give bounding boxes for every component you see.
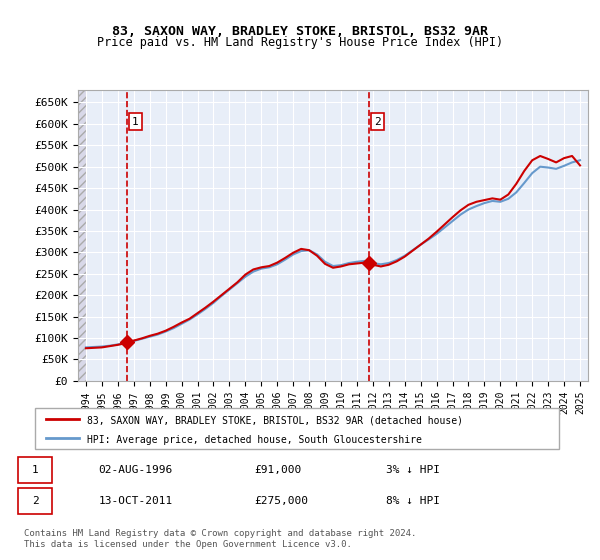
Text: Contains HM Land Registry data © Crown copyright and database right 2024.
This d: Contains HM Land Registry data © Crown c… <box>24 529 416 549</box>
Text: 8% ↓ HPI: 8% ↓ HPI <box>386 496 440 506</box>
Text: 83, SAXON WAY, BRADLEY STOKE, BRISTOL, BS32 9AR: 83, SAXON WAY, BRADLEY STOKE, BRISTOL, B… <box>112 25 488 38</box>
Text: 83, SAXON WAY, BRADLEY STOKE, BRISTOL, BS32 9AR (detached house): 83, SAXON WAY, BRADLEY STOKE, BRISTOL, B… <box>86 416 463 426</box>
Text: £91,000: £91,000 <box>254 465 301 475</box>
Text: £275,000: £275,000 <box>254 496 308 506</box>
FancyBboxPatch shape <box>18 456 52 483</box>
Text: 1: 1 <box>32 465 38 475</box>
Text: Price paid vs. HM Land Registry's House Price Index (HPI): Price paid vs. HM Land Registry's House … <box>97 36 503 49</box>
Text: HPI: Average price, detached house, South Gloucestershire: HPI: Average price, detached house, Sout… <box>86 435 422 445</box>
Text: 13-OCT-2011: 13-OCT-2011 <box>98 496 173 506</box>
FancyBboxPatch shape <box>18 488 52 514</box>
Bar <box>78 90 86 381</box>
Text: 1: 1 <box>132 116 139 127</box>
Text: 2: 2 <box>32 496 38 506</box>
Text: 02-AUG-1996: 02-AUG-1996 <box>98 465 173 475</box>
FancyBboxPatch shape <box>35 408 559 449</box>
Text: 3% ↓ HPI: 3% ↓ HPI <box>386 465 440 475</box>
Text: 2: 2 <box>374 116 381 127</box>
